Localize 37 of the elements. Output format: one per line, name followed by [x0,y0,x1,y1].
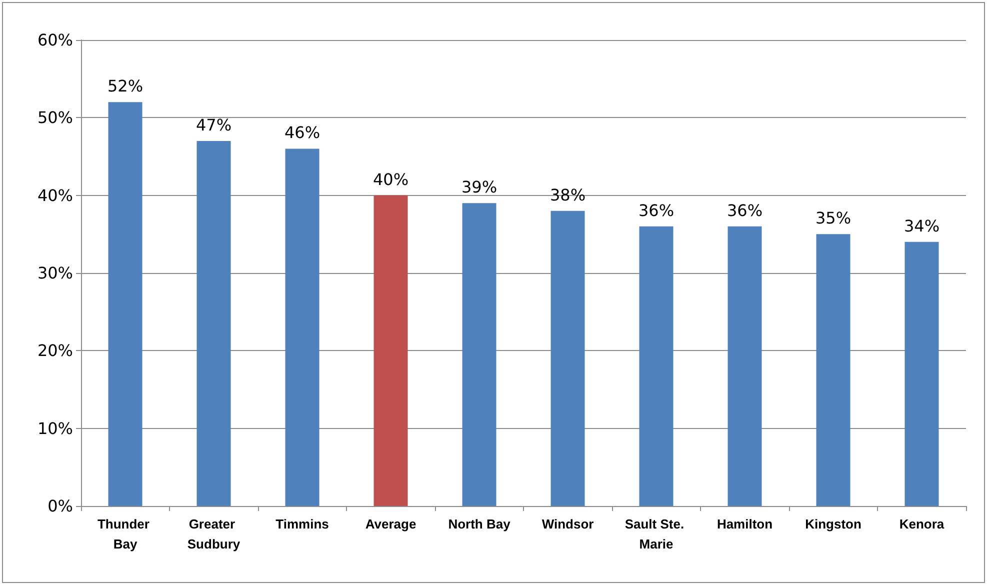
bar [550,210,585,506]
y-tick-label: 40% [37,186,73,205]
bar [285,148,320,506]
y-tick-label: 60% [37,30,73,50]
data-label: 40% [372,170,409,189]
y-tick-label: 10% [37,418,73,438]
bar [904,242,939,506]
bar [816,234,850,506]
data-label: 46% [284,123,320,142]
x-tick-label: Windsor [542,516,594,532]
x-tick-label: Hamilton [716,516,773,532]
data-label: 34% [904,216,940,236]
data-label: 36% [638,200,674,220]
data-label: 35% [815,208,852,228]
x-tick-label: Timmins [276,516,329,532]
x-tick-label: Greater Sudbury [187,516,241,552]
y-tick-label: 30% [37,264,73,282]
bar [462,203,496,506]
x-tick-label: Kenora [899,516,945,532]
x-tick-label: Thunder Bay [97,516,154,552]
data-label: 47% [196,115,232,134]
data-label: 38% [550,185,586,204]
data-label: 36% [726,200,763,220]
x-tick-label: Kingston [805,516,862,532]
x-tick-label: Sault Ste. Marie [624,516,688,552]
bar [374,195,408,506]
y-tick-label: 0% [48,496,73,516]
data-label: 52% [107,76,144,96]
bar [108,102,142,506]
x-tick-label: North Bay [448,516,512,532]
x-tick-label: Average [365,516,416,532]
bar [728,226,762,506]
bar [196,140,231,506]
y-tick-label: 50% [37,108,73,128]
data-label: 39% [461,178,498,197]
bar [639,226,674,506]
y-tick-label: 20% [37,341,73,360]
